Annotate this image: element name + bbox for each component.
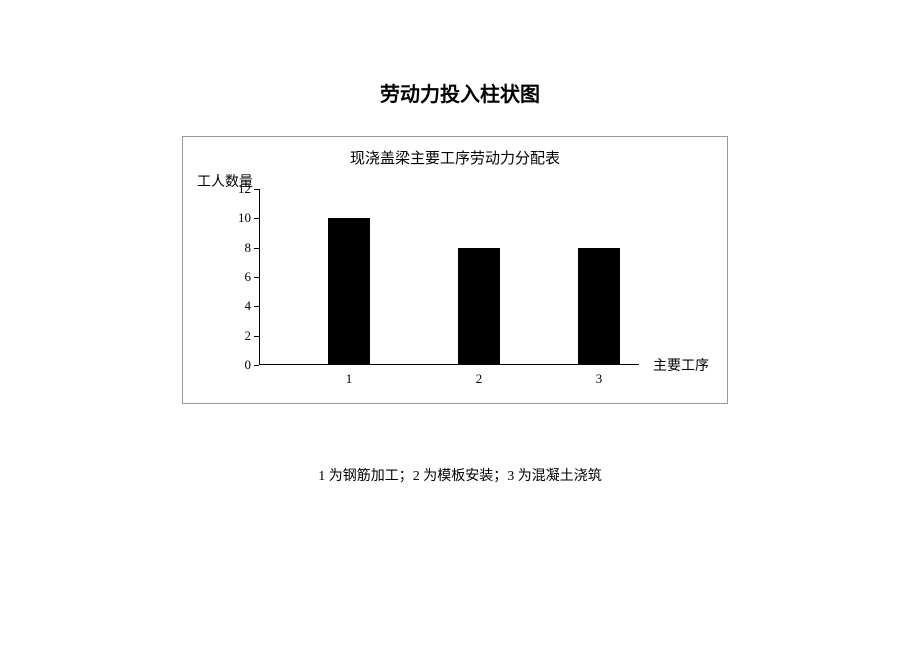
y-tick: [254, 248, 259, 249]
y-tick: [254, 365, 259, 366]
y-tick: [254, 218, 259, 219]
y-tick-label: 8: [227, 240, 251, 256]
y-tick: [254, 277, 259, 278]
x-tick-label: 1: [346, 371, 353, 387]
y-tick-label: 10: [227, 210, 251, 226]
bar: [328, 218, 370, 365]
y-tick: [254, 189, 259, 190]
x-axis-label: 主要工序: [653, 355, 709, 375]
bar: [578, 248, 620, 365]
plot-area: 024681012 123: [259, 189, 639, 365]
y-tick-label: 4: [227, 298, 251, 314]
y-axis-line: [259, 189, 260, 365]
chart-title: 现浇盖梁主要工序劳动力分配表: [183, 147, 727, 168]
y-tick: [254, 306, 259, 307]
y-tick-label: 6: [227, 269, 251, 285]
x-tick-label: 3: [596, 371, 603, 387]
x-tick-label: 2: [476, 371, 483, 387]
y-tick-label: 2: [227, 328, 251, 344]
y-tick: [254, 336, 259, 337]
legend-text: 1 为钢筋加工；2 为模板安装；3 为混凝土浇筑: [0, 465, 920, 485]
y-tick-label: 12: [227, 181, 251, 197]
page-title: 劳动力投入柱状图: [0, 0, 920, 107]
bar: [458, 248, 500, 365]
y-tick-label: 0: [227, 357, 251, 373]
chart-container: 现浇盖梁主要工序劳动力分配表 工人数量 主要工序 024681012 123: [182, 136, 728, 404]
